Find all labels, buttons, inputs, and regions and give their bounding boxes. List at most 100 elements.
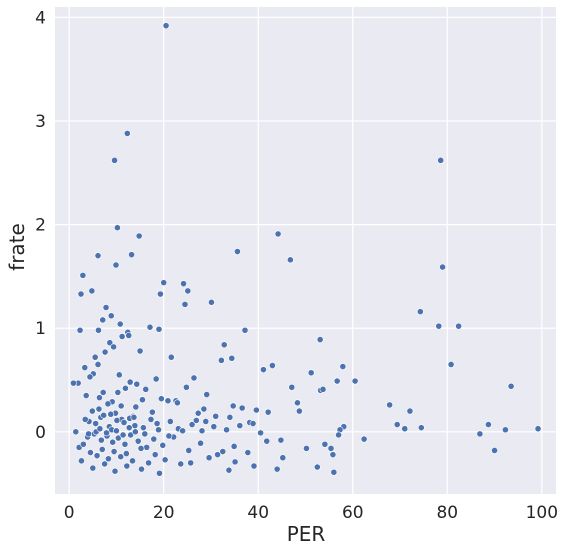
scatter-point: [117, 402, 125, 410]
scatter-point: [113, 224, 121, 232]
scatter-point: [85, 430, 92, 438]
x-tick-label: 100: [526, 503, 558, 523]
scatter-point: [125, 424, 133, 432]
scatter-point: [260, 366, 267, 374]
scatter-point: [288, 383, 296, 391]
scatter-point: [236, 422, 244, 430]
scatter-point: [244, 449, 252, 456]
scatter-point: [406, 407, 414, 415]
scatter-point: [89, 464, 97, 472]
scatter-point: [279, 454, 287, 462]
scatter-point: [187, 459, 195, 467]
scatter-point: [95, 405, 103, 413]
scatter-point: [96, 394, 103, 402]
scatter-point: [333, 377, 341, 385]
scatter-point: [203, 391, 211, 398]
scatter-point: [152, 375, 160, 383]
scatter-point: [416, 308, 424, 316]
scatter-point: [120, 419, 128, 426]
scatter-point: [96, 425, 104, 433]
scatter-point: [197, 439, 204, 447]
scatter-point: [181, 300, 189, 308]
y-tick-label: 3: [35, 112, 46, 132]
scatter-point: [217, 356, 225, 364]
scatter-point: [249, 420, 257, 427]
scatter-point: [106, 339, 114, 347]
scatter-point: [263, 437, 271, 445]
scatter-point: [148, 408, 156, 416]
scatter-point: [133, 380, 141, 388]
scatter-points: [70, 22, 542, 477]
y-tick-labels: 0 1 2 3 4: [35, 8, 46, 442]
scatter-point: [137, 445, 145, 452]
scatter-point: [81, 415, 89, 423]
scatter-point: [455, 322, 463, 330]
scatter-point: [205, 454, 213, 462]
scatter-point: [151, 451, 159, 459]
scatter-point: [130, 413, 138, 421]
scatter-point: [234, 248, 241, 255]
scatter-point: [502, 426, 509, 434]
scatter-point: [167, 353, 175, 361]
scatter-point: [231, 458, 239, 466]
x-tick-label: 0: [64, 503, 75, 523]
scatter-point: [192, 417, 200, 424]
scatter-point: [105, 455, 112, 463]
scatter-point: [241, 326, 249, 334]
x-tick-label: 60: [342, 503, 364, 523]
scatter-point: [225, 466, 233, 474]
scatter-point: [162, 22, 170, 30]
scatter-point: [159, 441, 167, 449]
scatter-point: [139, 396, 146, 404]
scatter-point: [147, 415, 155, 423]
scatter-point: [94, 361, 102, 368]
scatter-point: [142, 385, 150, 393]
scatter-point: [98, 446, 106, 453]
scatter-point: [316, 336, 324, 344]
scatter-point: [116, 320, 124, 328]
scatter-point: [351, 377, 359, 385]
scatter-point: [188, 421, 196, 428]
scatter-point: [139, 424, 147, 432]
scatter-point: [157, 395, 165, 403]
scatter-point: [273, 465, 281, 473]
scatter-point: [165, 432, 173, 440]
scatter-point: [202, 418, 210, 425]
scatter-point: [110, 343, 118, 351]
scatter-point: [123, 462, 131, 470]
scatter-point: [179, 427, 187, 435]
scatter-point: [125, 332, 133, 339]
scatter-point: [79, 440, 87, 448]
x-axis-label: PER: [287, 522, 326, 546]
scatter-point: [122, 450, 130, 457]
scatter-point: [208, 298, 215, 306]
scatter-point: [174, 399, 181, 407]
scatter-point: [127, 431, 135, 439]
scatter-point: [238, 404, 246, 412]
scatter-point: [185, 447, 193, 454]
scatter-point: [107, 410, 115, 418]
scatter-point: [72, 428, 80, 436]
scatter-point: [143, 443, 151, 451]
scatter-point: [92, 420, 100, 427]
scatter-point: [134, 437, 142, 445]
scatter-point: [126, 378, 134, 386]
scatter-point: [114, 434, 122, 442]
scatter-point: [220, 341, 228, 349]
scatter-point: [128, 251, 135, 259]
scatter-point: [313, 463, 321, 471]
scatter-point: [274, 230, 282, 238]
scatter-point: [76, 326, 84, 334]
scatter-point: [307, 369, 315, 377]
scatter-point: [327, 445, 335, 452]
scatter-point: [401, 425, 409, 433]
scatter-point: [214, 451, 221, 459]
scatter-point: [94, 252, 102, 260]
scatter-point: [286, 256, 294, 264]
scatter-point: [115, 371, 123, 379]
scatter-point: [88, 287, 96, 295]
x-tick-labels: 0 20 40 60 80 100: [64, 503, 558, 523]
scatter-point: [184, 287, 192, 295]
scatter-point: [102, 304, 110, 311]
scatter-point: [104, 400, 112, 408]
